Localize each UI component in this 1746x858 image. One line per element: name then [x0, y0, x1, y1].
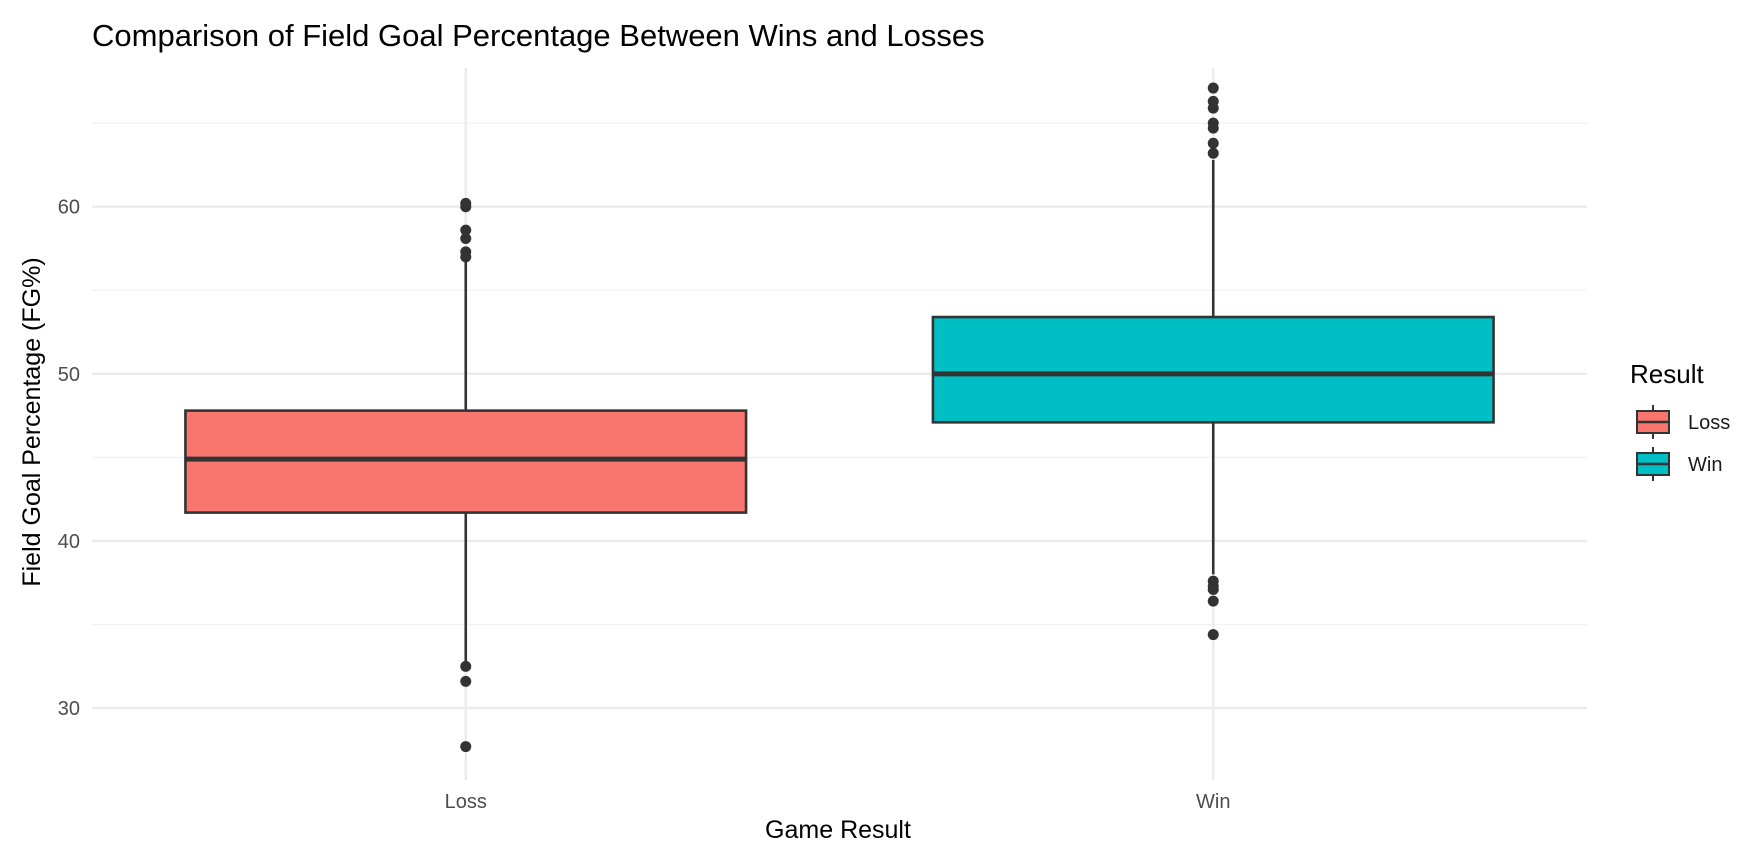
box-series: [184, 82, 1495, 753]
outlier-point: [1207, 82, 1219, 94]
x-axis-ticks: Loss Win: [445, 791, 1231, 813]
outlier-point: [1207, 147, 1219, 159]
y-tick-label: 50: [58, 364, 80, 386]
legend-label: Win: [1688, 454, 1722, 476]
iqr-box: [931, 315, 1495, 424]
y-tick-label: 40: [58, 531, 80, 553]
legend: Result Loss Win: [1630, 359, 1730, 481]
box-win: [931, 82, 1495, 641]
outlier-point: [1207, 629, 1219, 641]
outlier-point: [1207, 137, 1219, 149]
legend-label: Loss: [1688, 412, 1730, 434]
box-loss: [184, 197, 748, 753]
y-axis-title: Field Goal Percentage (FG%): [18, 257, 46, 586]
x-tick-label: Loss: [445, 791, 487, 813]
outlier-point: [1207, 595, 1219, 607]
legend-key-win: [1636, 447, 1670, 481]
iqr-box: [184, 409, 748, 514]
x-tick-label: Win: [1196, 791, 1230, 813]
y-axis-ticks: 30 40 50 60: [58, 197, 80, 720]
legend-title: Result: [1630, 359, 1704, 389]
y-tick-label: 30: [58, 698, 80, 720]
outlier-point: [460, 201, 472, 213]
outlier-point: [460, 224, 472, 236]
outlier-point: [1207, 583, 1219, 595]
outlier-point: [1207, 102, 1219, 114]
outlier-point: [460, 232, 472, 244]
outlier-point: [1207, 122, 1219, 134]
legend-key-loss: [1636, 405, 1670, 439]
outlier-point: [460, 251, 472, 263]
chart-title: Comparison of Field Goal Percentage Betw…: [92, 18, 985, 53]
outlier-point: [460, 660, 472, 672]
y-tick-label: 60: [58, 197, 80, 219]
outlier-point: [460, 741, 472, 753]
x-axis-title: Game Result: [765, 816, 911, 844]
outlier-point: [460, 675, 472, 687]
